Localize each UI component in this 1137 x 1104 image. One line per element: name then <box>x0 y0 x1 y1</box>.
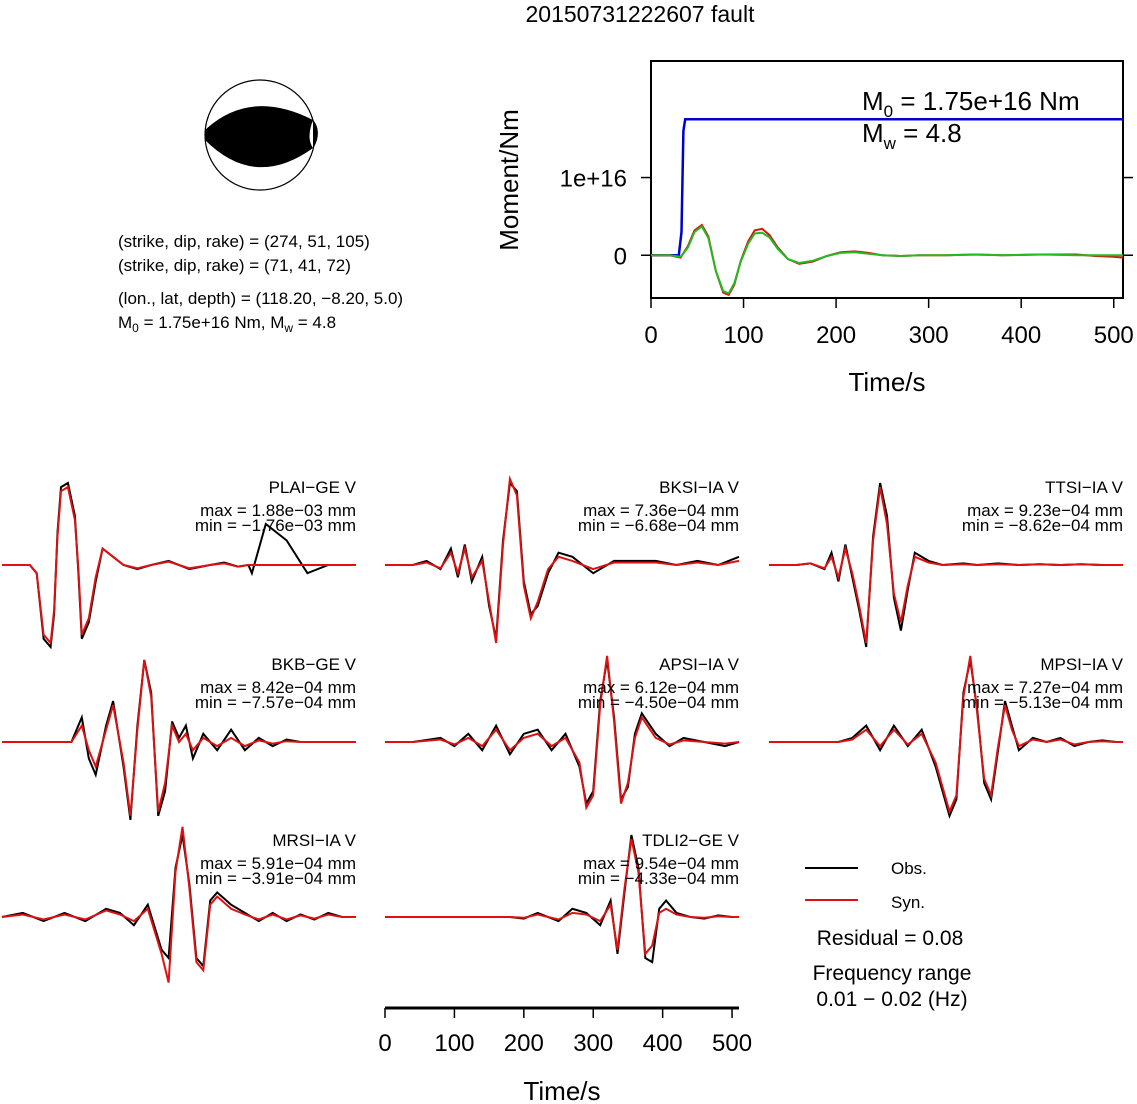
station-min: min = −7.57e−04 mm <box>195 693 356 712</box>
synthetic-trace <box>385 474 740 644</box>
station-max: max = 9.54e−04 mm <box>583 854 739 873</box>
strike-line-1: (strike, dip, rake) = (274, 51, 105) <box>118 232 370 251</box>
moment-series <box>651 118 1124 297</box>
figure-title: 20150731222607 fault <box>526 1 756 27</box>
moment-ytick-label: 1e+16 <box>560 166 627 193</box>
moment-plot-frame <box>650 60 1124 299</box>
station-min: min = −5.13e−04 mm <box>962 693 1123 712</box>
station-name: APSI−IA V <box>659 655 740 674</box>
synthetic-trace <box>385 838 739 957</box>
station-name: MPSI−IA V <box>1040 655 1123 674</box>
moment-line: M0 = 1.75e+16 Nm, Mw = 4.8 <box>118 313 336 335</box>
moment-xtick-label: 0 <box>644 322 657 349</box>
moment-xtick-label: 400 <box>1001 322 1041 349</box>
synthetic-trace <box>2 659 356 816</box>
moment-axis-ticks: 0 100 200 300 400 500 0 1e+16 <box>560 166 1134 349</box>
station-name: MRSI−IA V <box>272 831 356 850</box>
station-min: min = −4.50e−04 mm <box>578 693 739 712</box>
station-max: max = 9.23e−04 mm <box>967 501 1123 520</box>
moment-xtick-label: 500 <box>1094 322 1134 349</box>
frequency-title: Frequency range <box>813 962 972 985</box>
station-min: min = −6.68e−04 mm <box>578 516 739 535</box>
time-axis-tick-label: 0 <box>378 1030 391 1057</box>
station-min: min = −4.33e−04 mm <box>578 869 739 888</box>
moment-series-line-2 <box>651 225 1123 295</box>
station-min: min = −8.62e−04 mm <box>962 516 1123 535</box>
synthetic-trace <box>769 486 1123 644</box>
station-min: min = −1.76e−03 mm <box>195 516 356 535</box>
synthetic-trace <box>1 826 356 983</box>
legend: Obs. Syn. Residual = 0.08 Frequency rang… <box>805 859 971 1011</box>
station-name: BKB−GE V <box>271 655 356 674</box>
beachball-icon <box>204 79 318 191</box>
synthetic-trace <box>2 485 356 646</box>
waveform-xlabel: Time/s <box>523 1076 600 1104</box>
location-line: (lon., lat, depth) = (118.20, −8.20, 5.0… <box>118 289 403 308</box>
moment-xtick-label: 200 <box>816 322 856 349</box>
moment-xlabel: Time/s <box>848 367 925 397</box>
moment-xtick-label: 100 <box>724 322 764 349</box>
station-name: TDLI2−GE V <box>642 831 740 850</box>
moment-xtick-label: 300 <box>909 322 949 349</box>
time-axis-tick-label: 200 <box>504 1030 544 1057</box>
station-name: TTSI−IA V <box>1045 478 1124 497</box>
station-max: max = 5.91e−04 mm <box>200 854 356 873</box>
moment-mw-label: Mw = 4.8 <box>862 118 962 153</box>
time-axis-tick-label: 400 <box>643 1030 683 1057</box>
frequency-value: 0.01 − 0.02 (Hz) <box>816 988 967 1011</box>
station-max: max = 6.12e−04 mm <box>583 678 739 697</box>
waveform-time-axis: Time/s 0 100 200 300 400 500 <box>378 1006 752 1104</box>
station-max: max = 7.27e−04 mm <box>967 678 1123 697</box>
station-min: min = −3.91e−04 mm <box>195 869 356 888</box>
time-axis-tick-label: 100 <box>434 1030 474 1057</box>
synthetic-trace <box>385 655 740 811</box>
moment-ylabel: Moment/Nm <box>494 109 524 251</box>
time-axis-tick-label: 300 <box>573 1030 613 1057</box>
station-max: max = 1.88e−03 mm <box>200 501 356 520</box>
station-max: max = 7.36e−04 mm <box>583 501 739 520</box>
synthetic-trace <box>769 655 1123 815</box>
residual-label: Residual = 0.08 <box>817 927 964 950</box>
station-max: max = 8.42e−04 mm <box>200 678 356 697</box>
moment-ytick-label: 0 <box>614 243 627 270</box>
source-parameters: (strike, dip, rake) = (274, 51, 105) (st… <box>118 232 403 335</box>
legend-syn-label: Syn. <box>891 893 925 912</box>
station-name: PLAI−GE V <box>269 478 357 497</box>
strike-line-2: (strike, dip, rake) = (71, 41, 72) <box>118 256 351 275</box>
time-axis-tick-label: 500 <box>712 1030 752 1057</box>
moment-m0-label: M0 = 1.75e+16 Nm <box>862 86 1080 121</box>
station-name: BKSI−IA V <box>659 478 740 497</box>
legend-obs-label: Obs. <box>891 859 927 878</box>
